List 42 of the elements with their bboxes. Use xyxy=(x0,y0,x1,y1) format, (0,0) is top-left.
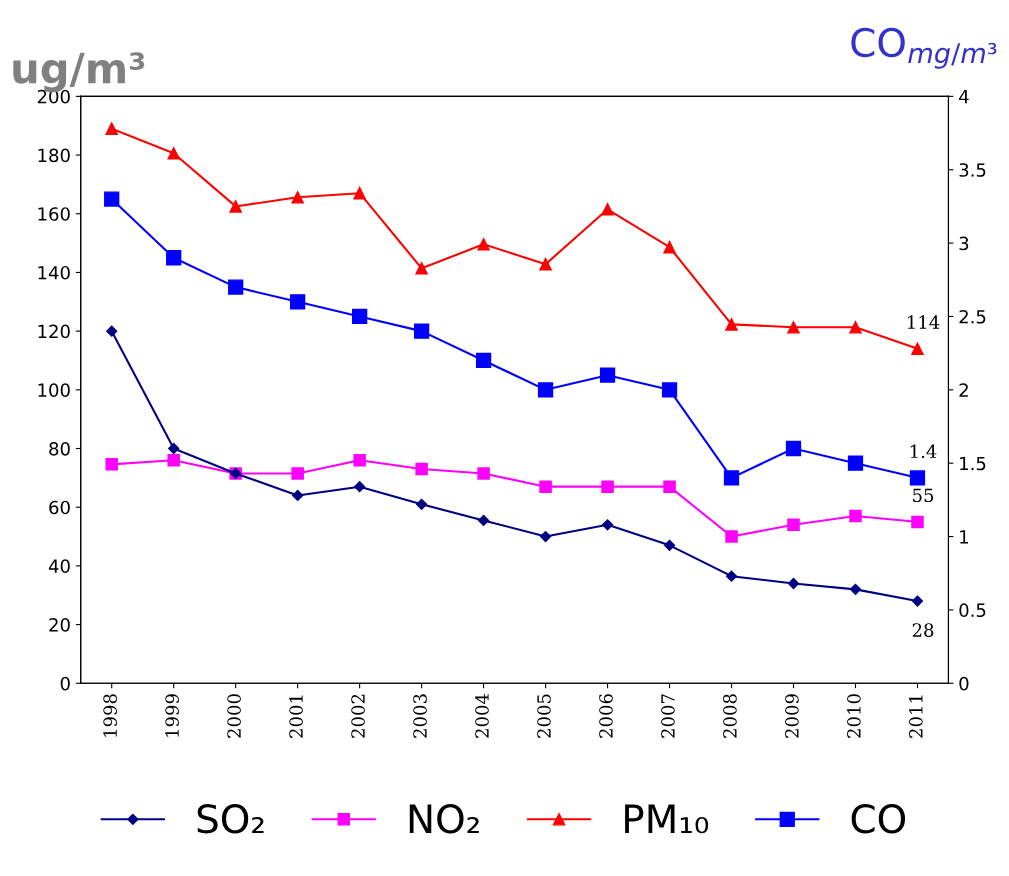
y2-tick-label: 2 xyxy=(959,383,968,397)
x-tick-label: 1999 xyxy=(165,694,179,737)
y2-tick-label: 3.5 xyxy=(959,163,986,177)
data-label: 1.4 xyxy=(910,444,937,459)
data-label: 55 xyxy=(913,488,934,503)
legend-label: NO₂ xyxy=(409,804,479,834)
y-tick-label: 20 xyxy=(49,618,70,632)
y-tick-label: 180 xyxy=(38,148,70,163)
y-tick-label: 120 xyxy=(38,324,70,339)
y-tick-label: 160 xyxy=(38,207,70,221)
x-tick-label: 2000 xyxy=(227,694,241,738)
x-tick-label: 2008 xyxy=(723,694,737,738)
legend-label: CO xyxy=(851,804,906,834)
x-tick-label: 2004 xyxy=(475,693,489,738)
y-tick-label: 60 xyxy=(49,500,70,515)
y-tick-label: 40 xyxy=(48,559,70,574)
data-label: 114 xyxy=(908,315,940,329)
y-tick-label: 0 xyxy=(60,676,70,691)
y2-tick-label: 4 xyxy=(959,90,969,104)
x-tick-label: 2006 xyxy=(599,694,613,738)
y2-tick-label: 0 xyxy=(959,676,969,691)
x-tick-label: 2007 xyxy=(661,694,675,738)
x-tick-label: 2005 xyxy=(537,694,551,738)
y2-tick-label: 0.5 xyxy=(959,603,986,618)
y2-axis-title: CO$_{mg/m³}$ xyxy=(851,27,997,69)
y2-tick-label: 2.5 xyxy=(959,309,986,324)
x-tick-label: 1998 xyxy=(103,694,117,737)
y2-tick-label: 1 xyxy=(960,530,968,544)
x-tick-label: 2003 xyxy=(413,694,427,738)
x-tick-label: 2002 xyxy=(351,694,365,738)
x-tick-label: 2010 xyxy=(847,694,861,738)
y2-tick-label: 1.5 xyxy=(960,456,986,471)
x-tick-label: 2009 xyxy=(785,694,799,738)
legend-label: PM₁₀ xyxy=(625,804,709,834)
y-tick-label: 100 xyxy=(38,383,70,397)
y2-tick-label: 3 xyxy=(959,236,969,251)
x-tick-label: 2001 xyxy=(289,695,303,738)
y-tick-label: 80 xyxy=(49,441,70,456)
legend-label: SO₂ xyxy=(197,804,264,834)
data-label: 28 xyxy=(912,623,934,637)
y-tick-label: 140 xyxy=(38,265,70,280)
x-tick-label: 2011 xyxy=(909,695,923,738)
